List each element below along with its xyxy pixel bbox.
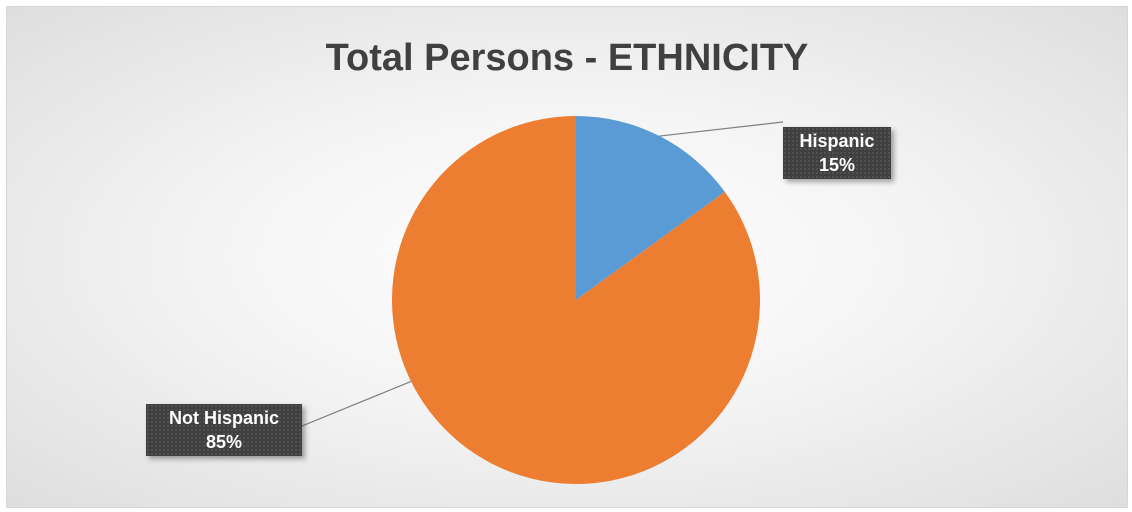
data-label-not-hispanic: Not Hispanic 85% xyxy=(146,404,302,456)
pie-slice-hispanic xyxy=(576,116,725,300)
pie-slice-not-hispanic xyxy=(392,116,760,484)
leader-line-not-hispanic xyxy=(301,380,412,427)
leader-line-hispanic xyxy=(659,121,784,137)
chart-title: Total Persons - ETHNICITY xyxy=(325,37,809,79)
data-label-not-hispanic-value: 85% xyxy=(205,432,243,452)
data-label-not-hispanic-name: Not Hispanic xyxy=(168,408,279,428)
data-label-hispanic: Hispanic 15% xyxy=(783,127,891,179)
data-label-hispanic-name: Hispanic xyxy=(799,131,875,151)
data-label-hispanic-value: 15% xyxy=(818,155,856,175)
